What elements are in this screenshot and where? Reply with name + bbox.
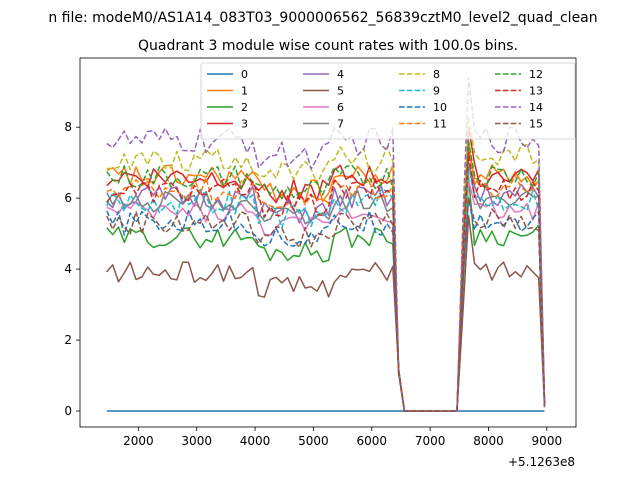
legend-label-9: 9: [433, 85, 440, 98]
legend-label-13: 13: [529, 85, 543, 98]
y-tick-label: 8: [64, 120, 72, 134]
legend-label-6: 6: [337, 101, 344, 114]
axes-layer: 2000 3000 4000 5000 6000 7000 8000 9000 0 2 4 6 8: [64, 57, 577, 448]
series-line-13: [106, 151, 546, 412]
legend-label-15: 15: [529, 118, 543, 131]
x-tick-label: 7000: [415, 434, 446, 448]
x-tick-label: 2000: [123, 434, 154, 448]
suptitle: n file: modeM0/AS1A14_083T03_9000006562_…: [48, 10, 597, 26]
plot-frame: [79, 57, 577, 428]
y-tick-label: 0: [64, 404, 72, 418]
legend-label-7: 7: [337, 118, 344, 131]
series-line-7: [106, 161, 546, 412]
legend-label-12: 12: [529, 68, 543, 81]
y-tick-label: 4: [64, 262, 72, 276]
legend-label-5: 5: [337, 85, 344, 98]
x-tick-label: 9000: [532, 434, 563, 448]
legend-label-1: 1: [241, 85, 248, 98]
series-line-10: [106, 197, 546, 412]
legend-label-3: 3: [241, 118, 248, 131]
legend-label-10: 10: [433, 101, 447, 114]
legend-label-0: 0: [241, 68, 248, 81]
x-tick-label: 3000: [181, 434, 212, 448]
x-tick-label: 5000: [298, 434, 329, 448]
x-offset-label: +5.1263e8: [508, 455, 575, 469]
x-tick-label: 4000: [240, 434, 271, 448]
legend-label-4: 4: [337, 68, 344, 81]
legend-label-2: 2: [241, 101, 248, 114]
y-tick-label: 2: [64, 333, 72, 347]
legend-label-11: 11: [433, 118, 447, 131]
series-line-6: [106, 179, 546, 412]
series-line-15: [106, 197, 546, 412]
x-tick-label: 8000: [473, 434, 504, 448]
legend-label-14: 14: [529, 101, 543, 114]
legend-label-8: 8: [433, 68, 440, 81]
series-line-8: [106, 115, 546, 412]
chart-title: Quadrant 3 module wise count rates with …: [138, 38, 518, 54]
legend-box: [200, 62, 576, 140]
series-line-5: [106, 215, 546, 412]
y-tick-label: 6: [64, 191, 72, 205]
series-line-9: [106, 165, 546, 412]
series-line-2: [106, 176, 546, 412]
series-line-11: [106, 151, 546, 412]
x-tick-label: 6000: [356, 434, 387, 448]
